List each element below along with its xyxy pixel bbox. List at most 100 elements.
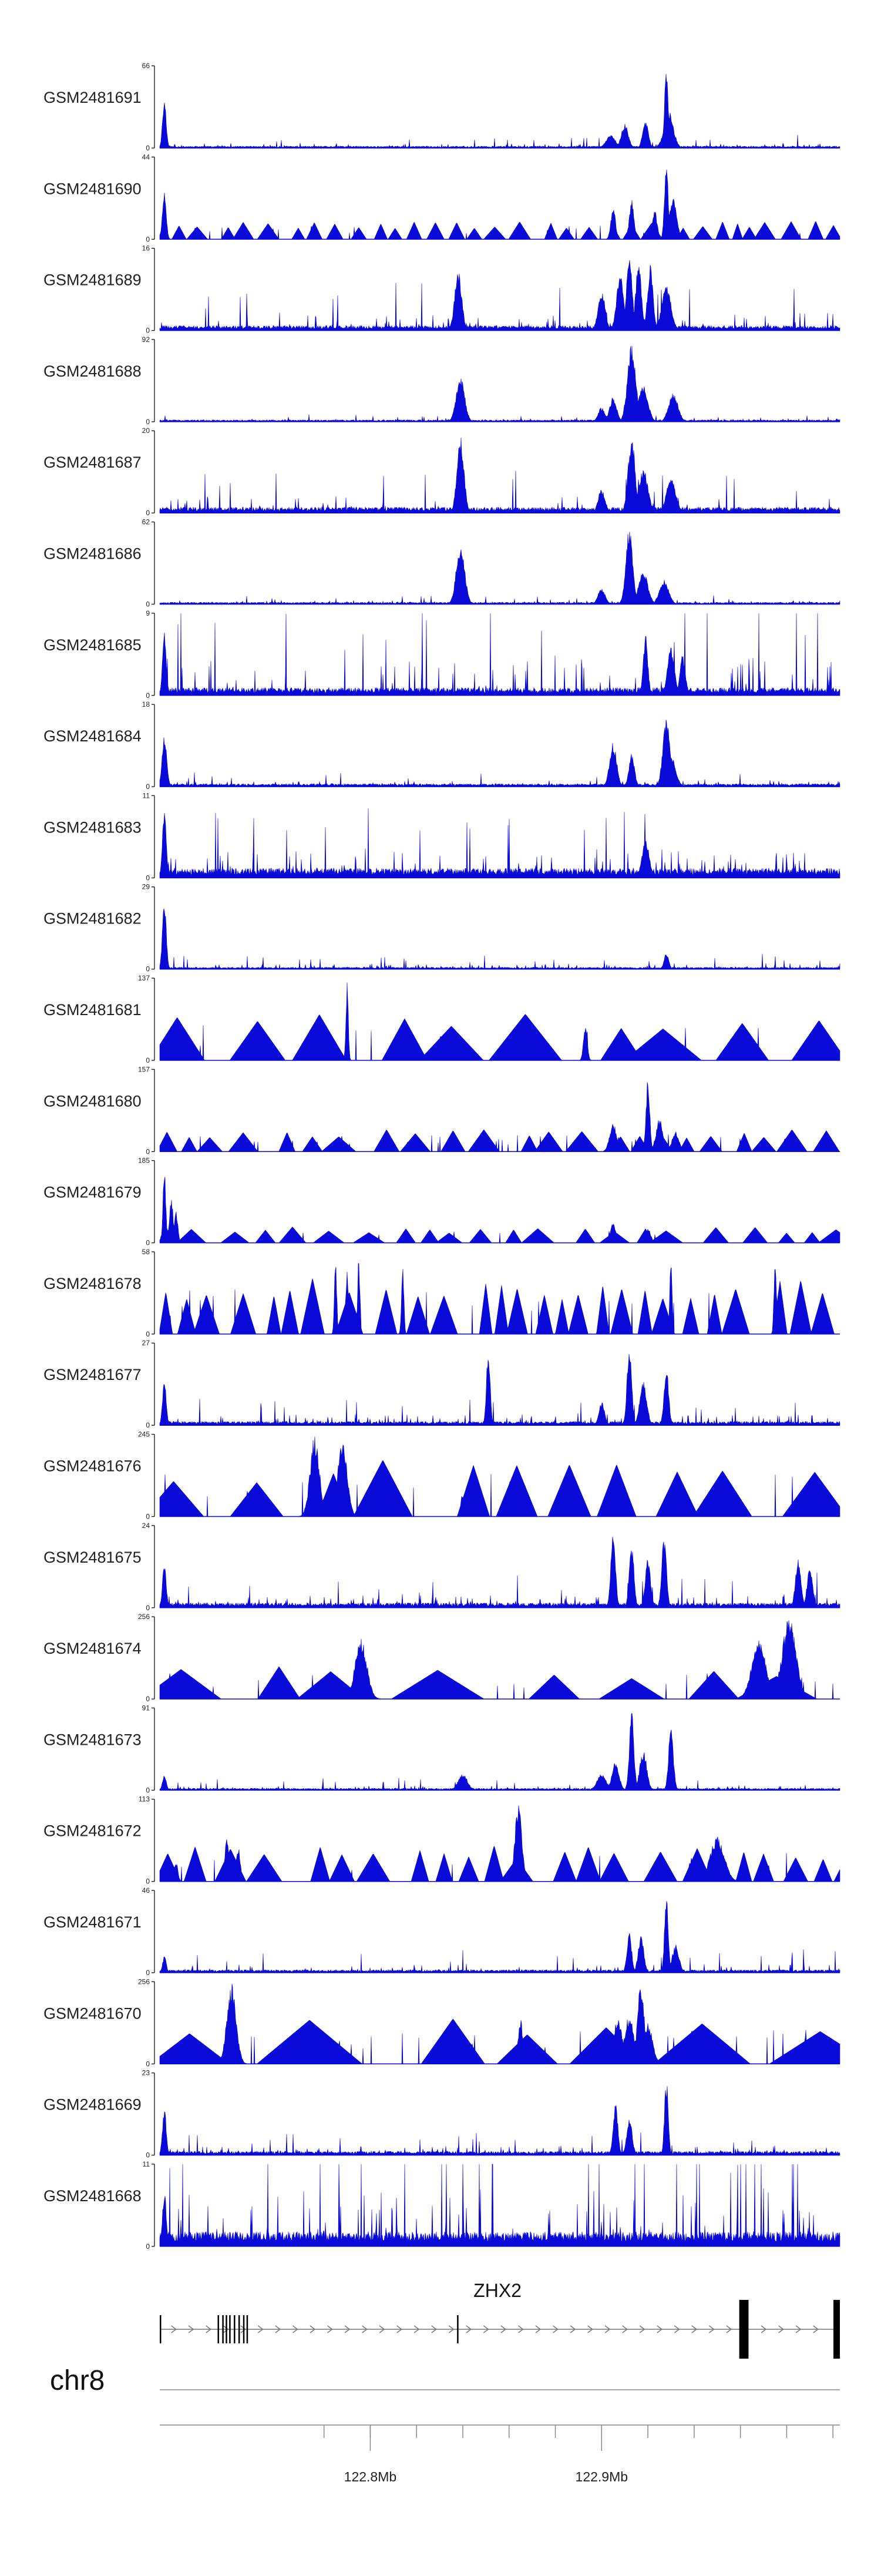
track-GSM2481686: GSM2481686 62 0: [43, 518, 840, 609]
y-axis-max-label: 18: [142, 700, 150, 708]
strand-arrow: [327, 2325, 333, 2333]
signal-area: [159, 1082, 840, 1152]
track-label: GSM2481686: [43, 545, 142, 563]
y-axis-max-label: 58: [142, 1248, 150, 1256]
signal-area: [159, 613, 840, 696]
track-label: GSM2481671: [43, 1913, 142, 1931]
signal-area: [159, 73, 840, 149]
strand-arrow: [604, 2325, 611, 2333]
track-label: GSM2481679: [43, 1184, 142, 1201]
track-label: GSM2481677: [43, 1366, 142, 1383]
track-GSM2481679: GSM2481679 185 0: [43, 1157, 840, 1247]
strand-arrow: [778, 2325, 784, 2333]
track-label: GSM2481678: [43, 1275, 142, 1292]
y-axis-max-label: 256: [138, 1977, 150, 1986]
y-axis-zero-label: 0: [146, 1878, 150, 1886]
signal-area: [159, 1536, 840, 1608]
y-axis-max-label: 113: [139, 1795, 150, 1803]
strand-arrow: [761, 2325, 767, 2333]
strand-arrow: [726, 2325, 732, 2333]
y-axis-zero-label: 0: [146, 509, 150, 517]
track-label: GSM2481668: [43, 2187, 142, 2205]
y-axis-max-label: 44: [142, 153, 150, 161]
y-axis-zero-label: 0: [146, 2151, 150, 2159]
strand-arrow: [639, 2325, 645, 2333]
strand-arrow: [587, 2325, 593, 2333]
track-GSM2481671: GSM2481671 46 0: [43, 1886, 840, 1977]
y-axis-zero-label: 0: [146, 1147, 150, 1156]
y-axis-zero-label: 0: [146, 1330, 150, 1338]
tracks-layer: GSM2481691660GSM2481690440GSM2481689160G…: [43, 62, 840, 2251]
strand-arrow: [622, 2325, 628, 2333]
signal-area: [159, 345, 840, 422]
y-axis-max-label: 62: [142, 518, 150, 526]
track-label: GSM2481675: [43, 1549, 142, 1566]
strand-arrow: [708, 2325, 715, 2333]
track-GSM2481680: GSM2481680 157 0: [43, 1065, 840, 1156]
strand-arrow: [240, 2325, 247, 2333]
gene-exon: [229, 2315, 231, 2343]
signal-area: [159, 1354, 840, 1426]
y-axis-max-label: 20: [142, 426, 150, 435]
strand-arrow: [535, 2325, 542, 2333]
strand-arrow: [413, 2325, 420, 2333]
track-GSM2481681: GSM2481681 137 0: [43, 974, 840, 1064]
strand-arrow: [813, 2325, 819, 2333]
track-label: GSM2481672: [43, 1822, 142, 1840]
strand-arrow: [517, 2325, 524, 2333]
y-axis-zero-label: 0: [146, 1786, 150, 1794]
strand-arrow: [396, 2325, 402, 2333]
y-axis-zero-label: 0: [146, 2060, 150, 2068]
strand-arrow: [657, 2325, 663, 2333]
gene-exon: [457, 2315, 459, 2343]
gene-exon: [243, 2315, 245, 2343]
signal-area: [159, 1983, 840, 2064]
gene-exon: [238, 2315, 240, 2343]
strand-arrow: [292, 2325, 298, 2333]
strand-arrow: [795, 2325, 802, 2333]
track-GSM2481672: GSM2481672 113 0: [43, 1795, 840, 1886]
y-axis-max-label: 66: [142, 62, 150, 70]
signal-area: [159, 532, 840, 604]
strand-arrow: [448, 2325, 455, 2333]
strand-arrow: [188, 2325, 194, 2333]
track-label: GSM2481688: [43, 362, 142, 380]
track-label: GSM2481689: [43, 271, 142, 289]
track-GSM2481682: GSM2481682 29 0: [43, 883, 840, 973]
track-label: GSM2481676: [43, 1457, 142, 1475]
axis-coordinate-label: 122.9Mb: [576, 2469, 628, 2484]
track-label: GSM2481687: [43, 454, 142, 471]
strand-arrow: [674, 2325, 680, 2333]
y-axis-max-label: 23: [142, 2069, 150, 2077]
gene-exon: [217, 2315, 219, 2343]
y-axis-zero-label: 0: [146, 965, 150, 973]
track-GSM2481687: GSM2481687 20 0: [43, 426, 840, 517]
signal-area: [159, 1712, 840, 1791]
track-GSM2481685: GSM2481685 9 0: [43, 609, 840, 700]
strand-arrow: [362, 2325, 368, 2333]
strand-arrow: [379, 2325, 385, 2333]
gene-exon: [222, 2315, 224, 2343]
track-GSM2481691: GSM2481691 66 0: [43, 62, 840, 152]
strand-arrow: [570, 2325, 576, 2333]
signal-area: [159, 908, 840, 969]
strand-arrow: [483, 2325, 489, 2333]
track-label: GSM2481683: [43, 818, 142, 836]
y-axis-zero-label: 0: [146, 418, 150, 426]
strand-arrow: [223, 2325, 229, 2333]
y-axis-zero-label: 0: [146, 1695, 150, 1703]
signal-area: [159, 982, 840, 1061]
y-axis-zero-label: 0: [146, 144, 150, 152]
signal-area: [159, 437, 840, 513]
track-label: GSM2481673: [43, 1731, 142, 1748]
signal-area: [159, 1177, 840, 1243]
track-GSM2481673: GSM2481673 91 0: [43, 1704, 840, 1794]
y-axis-zero-label: 0: [146, 235, 150, 243]
y-axis-zero-label: 0: [146, 1969, 150, 1977]
track-GSM2481668: GSM2481668 11 0: [43, 2160, 840, 2251]
y-axis-zero-label: 0: [146, 2242, 150, 2251]
track-label: GSM2481682: [43, 910, 142, 928]
y-axis-max-label: 24: [142, 1522, 150, 1530]
track-GSM2481678: GSM2481678 58 0: [43, 1248, 840, 1338]
track-GSM2481690: GSM2481690 44 0: [43, 153, 840, 243]
